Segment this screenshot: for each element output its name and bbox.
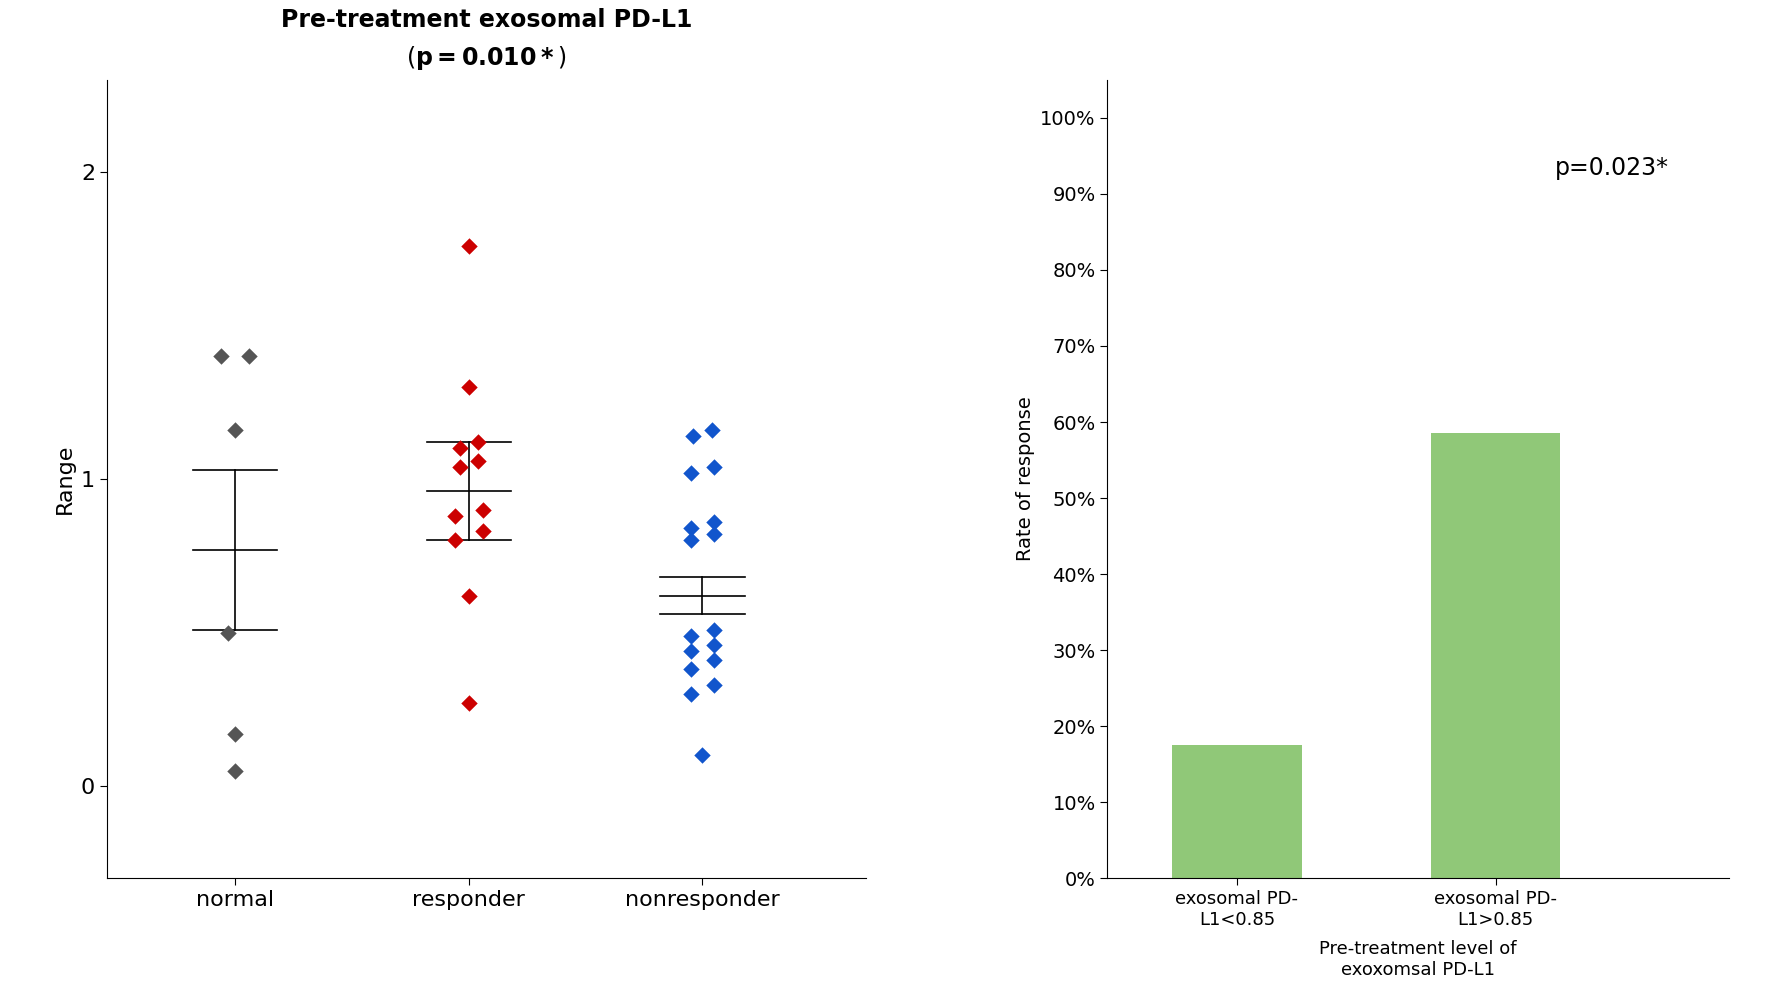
- Bar: [1173, 746, 1301, 878]
- Point: [677, 628, 706, 644]
- Point: [440, 508, 469, 524]
- Point: [700, 526, 729, 542]
- Point: [469, 523, 497, 539]
- Point: [446, 440, 474, 456]
- Point: [700, 514, 729, 530]
- Y-axis label: Range: Range: [55, 444, 75, 514]
- Point: [463, 453, 492, 469]
- Point: [454, 696, 483, 712]
- Point: [214, 625, 242, 641]
- Point: [221, 762, 249, 778]
- Point: [677, 662, 706, 678]
- Point: [469, 502, 497, 518]
- Point: [677, 643, 706, 659]
- Point: [697, 422, 725, 438]
- Point: [677, 533, 706, 549]
- Bar: [1431, 433, 1561, 878]
- Point: [221, 726, 249, 742]
- Point: [454, 588, 483, 604]
- Point: [463, 434, 492, 450]
- Y-axis label: Rate of response: Rate of response: [1016, 396, 1035, 562]
- Point: [235, 348, 264, 364]
- Point: [700, 622, 729, 638]
- Point: [446, 459, 474, 475]
- Point: [688, 748, 716, 763]
- Text: Pre-treatment exosomal PD-L1: Pre-treatment exosomal PD-L1: [282, 8, 691, 32]
- X-axis label: Pre-treatment level of
exoxomsal PD-L1: Pre-treatment level of exoxomsal PD-L1: [1319, 940, 1516, 979]
- Point: [221, 422, 249, 438]
- Point: [677, 465, 706, 481]
- Point: [677, 686, 706, 702]
- Point: [700, 653, 729, 669]
- Point: [677, 520, 706, 536]
- Point: [700, 637, 729, 653]
- Point: [700, 677, 729, 693]
- Point: [207, 348, 235, 364]
- Point: [454, 238, 483, 253]
- Text: ($\bf{p=0.010*}$): ($\bf{p=0.010*}$): [406, 44, 567, 72]
- Point: [700, 459, 729, 475]
- Point: [679, 428, 707, 444]
- Point: [454, 379, 483, 395]
- Point: [440, 533, 469, 549]
- Text: p=0.023*: p=0.023*: [1554, 156, 1668, 180]
